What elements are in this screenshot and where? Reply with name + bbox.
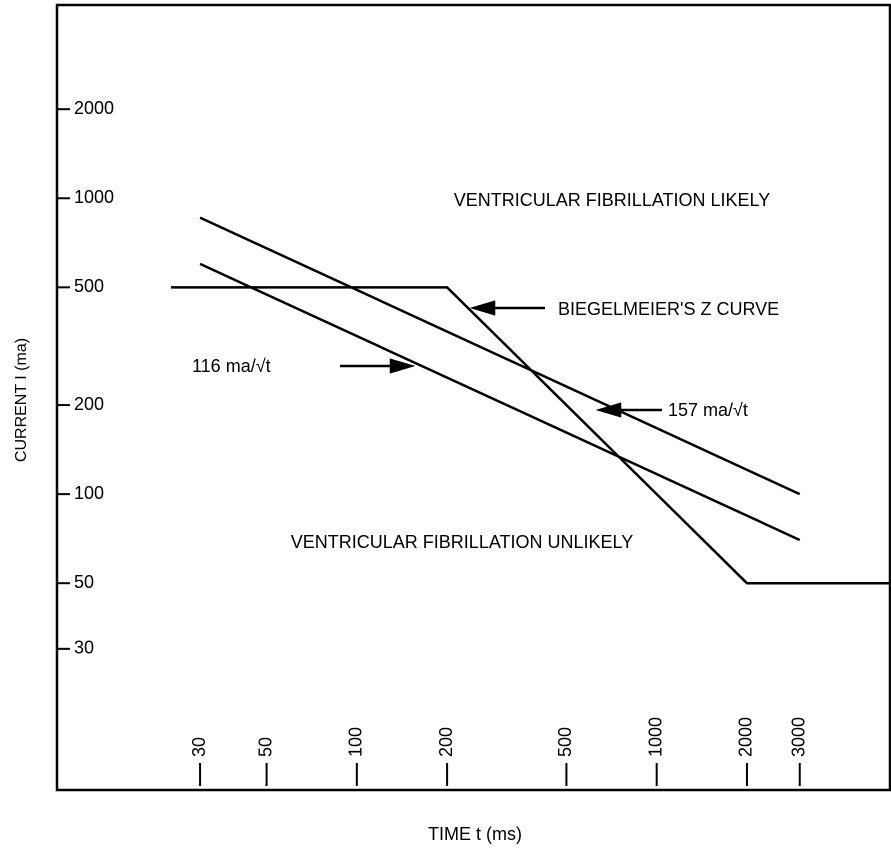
y-tick-label: 500 xyxy=(74,276,104,296)
x-tick-label: 50 xyxy=(255,737,275,757)
curve-label: 116 ma/√t xyxy=(192,356,271,376)
x-tick-label: 200 xyxy=(436,727,456,757)
x-tick-label: 500 xyxy=(555,727,575,757)
arrow-head xyxy=(389,358,416,374)
x-tick-label: 30 xyxy=(189,737,209,757)
y-tick-label: 1000 xyxy=(74,187,114,207)
curve xyxy=(171,286,890,585)
arrow-head xyxy=(469,300,496,316)
y-tick-label: 200 xyxy=(74,394,104,414)
curve-label: 157 ma/√t xyxy=(668,400,748,420)
x-tick-label: 3000 xyxy=(788,717,808,757)
x-tick-label: 100 xyxy=(346,727,366,757)
x-axis-label: TIME t (ms) xyxy=(428,824,522,844)
curve xyxy=(199,216,801,496)
x-tick-label: 2000 xyxy=(736,717,756,757)
region-label: VENTRICULAR FIBRILLATION LIKELY xyxy=(454,190,770,210)
y-tick-label: 30 xyxy=(74,638,94,658)
curve xyxy=(199,262,801,542)
x-tick-label: 1000 xyxy=(645,717,665,757)
y-axis-label: CURRENT I (ma) xyxy=(13,338,30,462)
y-tick-label: 100 xyxy=(74,483,104,503)
plot-frame xyxy=(55,3,891,792)
y-tick-label: 50 xyxy=(74,572,94,592)
curve-label: BIEGELMEIER'S Z CURVE xyxy=(558,299,779,319)
y-tick-label: 2000 xyxy=(74,98,114,118)
region-label: VENTRICULAR FIBRILLATION UNLIKELY xyxy=(291,532,633,552)
arrows xyxy=(340,300,662,418)
